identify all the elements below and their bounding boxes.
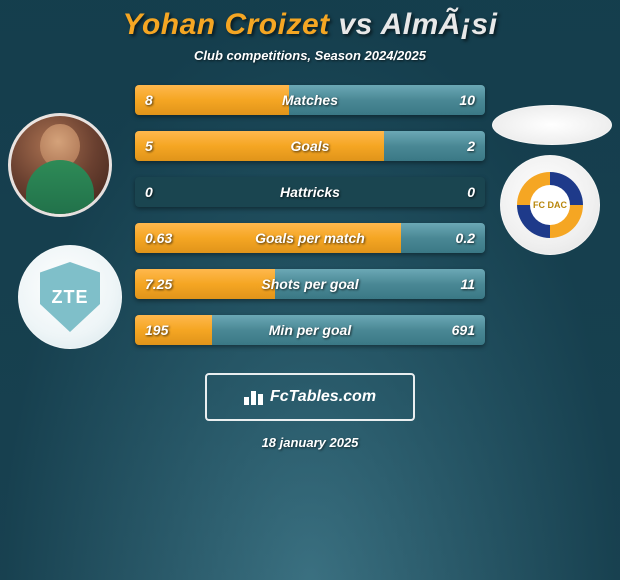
stat-value-right: 10: [459, 85, 475, 115]
stat-label: Min per goal: [135, 315, 485, 345]
player2-avatar: [492, 105, 612, 145]
stat-value-right: 0.2: [456, 223, 475, 253]
bars-icon-part: [258, 394, 263, 405]
content-wrapper: Yohan Croizet vs AlmÃ¡si Club competitio…: [0, 0, 620, 580]
stat-value-right: 2: [467, 131, 475, 161]
stat-label: Hattricks: [135, 177, 485, 207]
player2-name: AlmÃ¡si: [381, 8, 498, 41]
stat-label: Matches: [135, 85, 485, 115]
player1-name: Yohan Croizet: [123, 8, 330, 41]
stat-row: 195Min per goal691: [135, 315, 485, 345]
page-title: Yohan Croizet vs AlmÃ¡si: [0, 8, 620, 42]
subtitle: Club competitions, Season 2024/2025: [0, 48, 620, 63]
club-left-text: ZTE: [52, 287, 89, 308]
stat-row: 0.63Goals per match0.2: [135, 223, 485, 253]
branding-box: FcTables.com: [205, 373, 415, 421]
branding-text: FcTables.com: [270, 388, 376, 406]
stat-label: Shots per goal: [135, 269, 485, 299]
club-right-text: FC DAC: [533, 200, 567, 210]
stat-row: 5Goals2: [135, 131, 485, 161]
stat-bars: 8Matches10 5Goals2 0Hattricks0 0.63Goals pe…: [135, 85, 485, 361]
player2-club-logo: FC DAC: [500, 155, 600, 255]
stat-row: 0Hattricks0: [135, 177, 485, 207]
player1-club-logo: ZTE: [18, 245, 122, 349]
bars-icon: [244, 389, 264, 405]
stat-row: 7.25Shots per goal11: [135, 269, 485, 299]
stat-label: Goals: [135, 131, 485, 161]
stat-label: Goals per match: [135, 223, 485, 253]
stat-value-right: 11: [460, 269, 475, 299]
vs-text: vs: [338, 8, 372, 41]
stat-row: 8Matches10: [135, 85, 485, 115]
stat-value-right: 0: [467, 177, 475, 207]
comparison-infographic: Yohan Croizet vs AlmÃ¡si Club competitio…: [0, 0, 620, 580]
date-text: 18 january 2025: [0, 435, 620, 450]
shield-icon: ZTE: [40, 262, 100, 332]
stats-area: ZTE FC DAC 8Matches105Goals20Hattricks00…: [0, 85, 620, 365]
stat-value-right: 691: [452, 315, 475, 345]
badge-icon: FC DAC: [517, 172, 583, 238]
player1-avatar: [8, 113, 112, 217]
